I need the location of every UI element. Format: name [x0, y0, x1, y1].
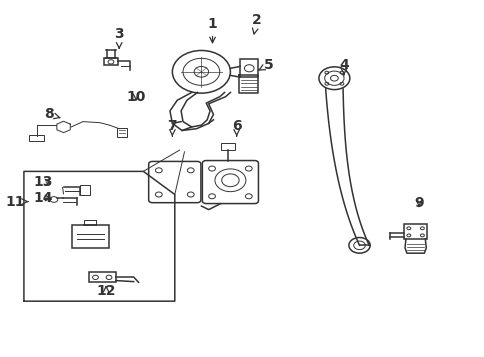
Text: 13: 13 — [33, 175, 53, 189]
Text: 5: 5 — [258, 58, 273, 72]
Text: 6: 6 — [231, 119, 241, 136]
Bar — [89, 272, 116, 282]
Text: 9: 9 — [413, 196, 423, 210]
Text: 7: 7 — [167, 119, 177, 136]
Text: 14: 14 — [33, 191, 53, 205]
Text: 3: 3 — [114, 27, 124, 48]
Bar — [72, 225, 108, 248]
Bar — [240, 59, 258, 77]
Bar — [29, 135, 44, 141]
Bar — [403, 224, 426, 239]
Bar — [80, 185, 90, 195]
Text: 1: 1 — [207, 17, 217, 43]
Text: 11: 11 — [5, 195, 28, 208]
Bar — [220, 144, 235, 150]
Text: 4: 4 — [338, 58, 348, 75]
Text: 8: 8 — [44, 107, 60, 121]
Text: 10: 10 — [126, 90, 146, 104]
Text: 12: 12 — [96, 283, 116, 297]
Bar — [117, 128, 127, 137]
Bar — [104, 57, 118, 65]
Text: 2: 2 — [252, 13, 261, 34]
